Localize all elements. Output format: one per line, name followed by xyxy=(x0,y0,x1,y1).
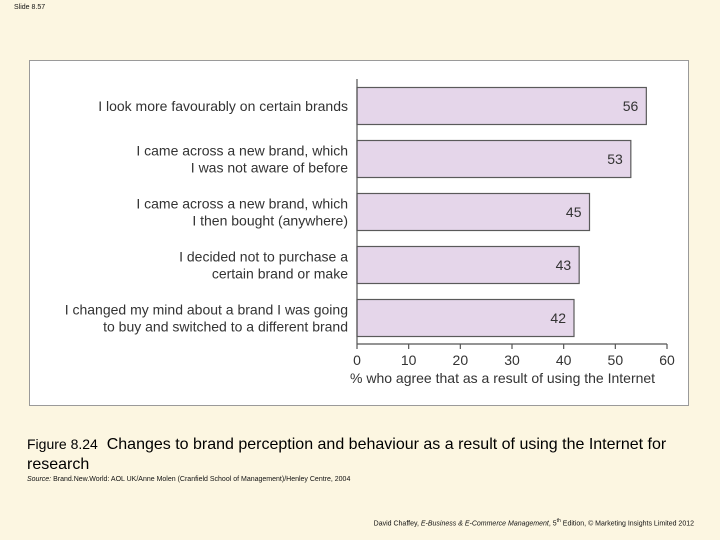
chart-panel: 56 I look more favourably on certain bran… xyxy=(29,60,689,406)
bar-3 xyxy=(356,192,591,232)
x-axis-title: % who agree that as a result of using th… xyxy=(350,370,655,386)
figure-caption: Figure 8.24 Changes to brand perception … xyxy=(27,434,697,475)
figure-caption-text: Changes to brand perception and behaviou… xyxy=(27,436,667,473)
footer-citation: David Chaffey, E-Business & E-Commerce M… xyxy=(374,518,694,527)
data-label-4: 43 xyxy=(556,257,572,273)
category-label-2: I came across a new brand, which I was no… xyxy=(136,143,348,176)
x-tick-label-30: 30 xyxy=(504,352,520,368)
source-text: Brand.New.World: AOL UK/Anne Molen (Cran… xyxy=(53,476,351,483)
category-label-3: I came across a new brand, which I then b… xyxy=(136,196,348,229)
data-label-5: 42 xyxy=(550,310,566,326)
footer-author: David Chaffey, xyxy=(373,520,419,528)
bar-4 xyxy=(356,245,580,285)
bar-5 xyxy=(356,298,575,338)
footer-edition: , 5 xyxy=(548,520,557,528)
category-label-5: I changed my mind about a brand I was go… xyxy=(65,302,348,335)
footer-rest: Edition, © Marketing Insights Limited 20… xyxy=(560,520,694,528)
data-label-3: 45 xyxy=(566,204,582,220)
source-label: Source: xyxy=(27,476,52,483)
x-tick-label-40: 40 xyxy=(556,352,572,368)
x-tick-label-50: 50 xyxy=(608,352,624,368)
data-label-1: 56 xyxy=(623,98,639,114)
footer-book-title: E-Business & E-Commerce Management xyxy=(420,520,549,528)
x-tick-label-10: 10 xyxy=(401,352,417,368)
figure-number: Figure 8.24 xyxy=(27,436,98,452)
x-tick-label-0: 0 xyxy=(353,352,361,368)
bar-2 xyxy=(356,139,632,179)
bar-1 xyxy=(356,86,647,126)
bar-chart: 56 I look more favourably on certain bran… xyxy=(65,79,675,386)
x-tick-label-60: 60 xyxy=(659,352,675,368)
category-label-1: I look more favourably on certain brands xyxy=(98,98,348,114)
slide-number: Slide 8.57 xyxy=(14,4,46,11)
data-label-2: 53 xyxy=(607,151,623,167)
x-tick-label-20: 20 xyxy=(453,352,469,368)
footer-edition-suffix: th xyxy=(556,518,561,524)
source-line: Source: Brand.New.World: AOL UK/Anne Mol… xyxy=(27,476,350,483)
category-label-4: I decided not to purchase a certain brand… xyxy=(179,249,348,282)
